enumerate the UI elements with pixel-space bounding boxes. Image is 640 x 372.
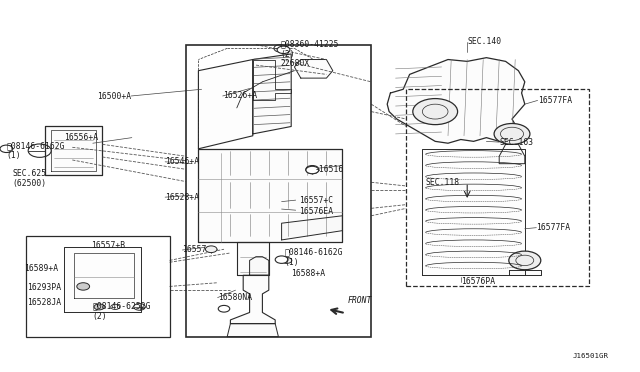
Circle shape — [306, 166, 319, 174]
Text: 16580NA: 16580NA — [218, 293, 252, 302]
Text: 16557+C: 16557+C — [300, 196, 333, 205]
Circle shape — [0, 145, 13, 153]
Text: 08146-6162G
(1): 08146-6162G (1) — [6, 141, 65, 160]
Polygon shape — [198, 60, 253, 149]
Polygon shape — [282, 216, 342, 240]
Polygon shape — [294, 60, 333, 78]
Polygon shape — [509, 270, 541, 275]
Text: 08146-6162G
(1): 08146-6162G (1) — [285, 248, 343, 267]
Polygon shape — [64, 247, 141, 312]
Text: 16589+A: 16589+A — [24, 264, 58, 273]
Polygon shape — [45, 126, 102, 175]
Circle shape — [306, 166, 319, 173]
Circle shape — [277, 46, 290, 54]
Text: SEC.163: SEC.163 — [499, 138, 533, 147]
Text: 16557: 16557 — [182, 246, 207, 254]
Circle shape — [509, 251, 541, 270]
Text: SEC.625
(62500): SEC.625 (62500) — [13, 169, 47, 188]
Polygon shape — [250, 257, 269, 275]
Circle shape — [282, 257, 292, 263]
Polygon shape — [230, 275, 275, 324]
Polygon shape — [387, 58, 525, 143]
Text: 16556+A: 16556+A — [64, 133, 98, 142]
Circle shape — [275, 256, 288, 263]
Polygon shape — [499, 144, 525, 164]
Text: FRONT: FRONT — [348, 296, 372, 305]
Text: SEC.140: SEC.140 — [467, 37, 501, 46]
Circle shape — [494, 124, 530, 144]
Circle shape — [205, 246, 217, 253]
Text: 08146-6252G
(2): 08146-6252G (2) — [93, 302, 151, 321]
Polygon shape — [198, 149, 342, 242]
Text: 16528+A: 16528+A — [165, 193, 199, 202]
Text: 08360-41225
(2): 08360-41225 (2) — [280, 39, 339, 59]
Text: 16526+A: 16526+A — [223, 92, 257, 100]
Text: Ⓢ: Ⓢ — [5, 144, 10, 153]
Text: 16557+B: 16557+B — [91, 241, 125, 250]
Text: 16588+A: 16588+A — [291, 269, 325, 278]
Text: SEC.118: SEC.118 — [426, 178, 460, 187]
Text: 16546+A: 16546+A — [165, 157, 199, 166]
Text: 22680X: 22680X — [280, 59, 310, 68]
Circle shape — [77, 283, 90, 290]
Text: 16528JA: 16528JA — [27, 298, 61, 307]
Circle shape — [218, 305, 230, 312]
Bar — [186, 45, 371, 337]
Polygon shape — [422, 149, 525, 275]
Bar — [406, 89, 589, 286]
Text: J16501GR: J16501GR — [573, 353, 609, 359]
Polygon shape — [253, 54, 291, 134]
Text: 16293PA: 16293PA — [27, 283, 61, 292]
Polygon shape — [237, 242, 269, 275]
Text: 16576EA: 16576EA — [300, 207, 333, 216]
Text: 16577FA: 16577FA — [538, 96, 572, 105]
Text: -16516: -16516 — [315, 165, 344, 174]
Polygon shape — [227, 324, 278, 337]
Text: 16577FA: 16577FA — [536, 223, 570, 232]
Text: 16576PA: 16576PA — [461, 278, 495, 286]
Circle shape — [413, 99, 458, 125]
Text: 16500+A: 16500+A — [97, 92, 131, 101]
Circle shape — [94, 304, 104, 310]
Bar — [26, 236, 170, 337]
